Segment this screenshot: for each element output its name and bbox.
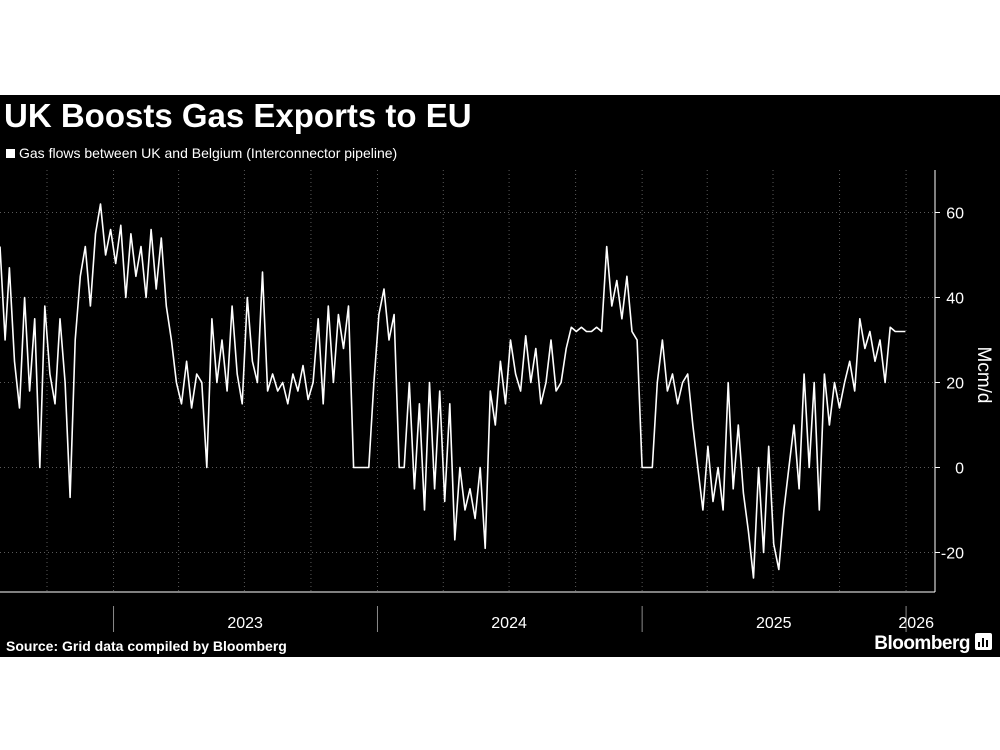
- series: [0, 203, 906, 579]
- chart-title: UK Boosts Gas Exports to EU: [4, 97, 472, 134]
- y-tick-label: 40: [946, 291, 964, 308]
- axes: -20 0 20 40 60 2023 2024 2025 2026: [0, 170, 964, 632]
- legend-swatch: [6, 148, 15, 158]
- legend: Gas flows between UK and Belgium (Interc…: [6, 144, 397, 162]
- y-tick-label: 60: [946, 206, 964, 223]
- source-note: Source: Grid data compiled by Bloomberg: [6, 638, 287, 654]
- chart-card: -20 0 20 40 60 2023 2024 2025 2026 Mcm/d UK Boos…: [0, 95, 1000, 657]
- x-tick-label: 2026: [898, 615, 934, 632]
- legend-label: Gas flows between UK and Belgium (Interc…: [19, 145, 398, 161]
- y-tick-label: 0: [955, 461, 964, 478]
- grid: [0, 170, 935, 592]
- series-line: [0, 203, 906, 579]
- x-tick-label: 2025: [756, 615, 792, 632]
- y-tick-label: 20: [946, 376, 964, 393]
- x-tick-label: 2023: [227, 615, 263, 632]
- brand-logo: Bloomberg: [874, 633, 992, 655]
- line-chart: -20 0 20 40 60 2023 2024 2025 2026 Mcm/d: [0, 170, 994, 632]
- brand-name: Bloomberg: [874, 633, 970, 654]
- x-tick-label: 2024: [491, 615, 527, 632]
- y-axis-label: Mcm/d: [973, 347, 994, 404]
- y-tick-label: -20: [941, 546, 964, 563]
- bloomberg-bars-icon: [975, 633, 992, 655]
